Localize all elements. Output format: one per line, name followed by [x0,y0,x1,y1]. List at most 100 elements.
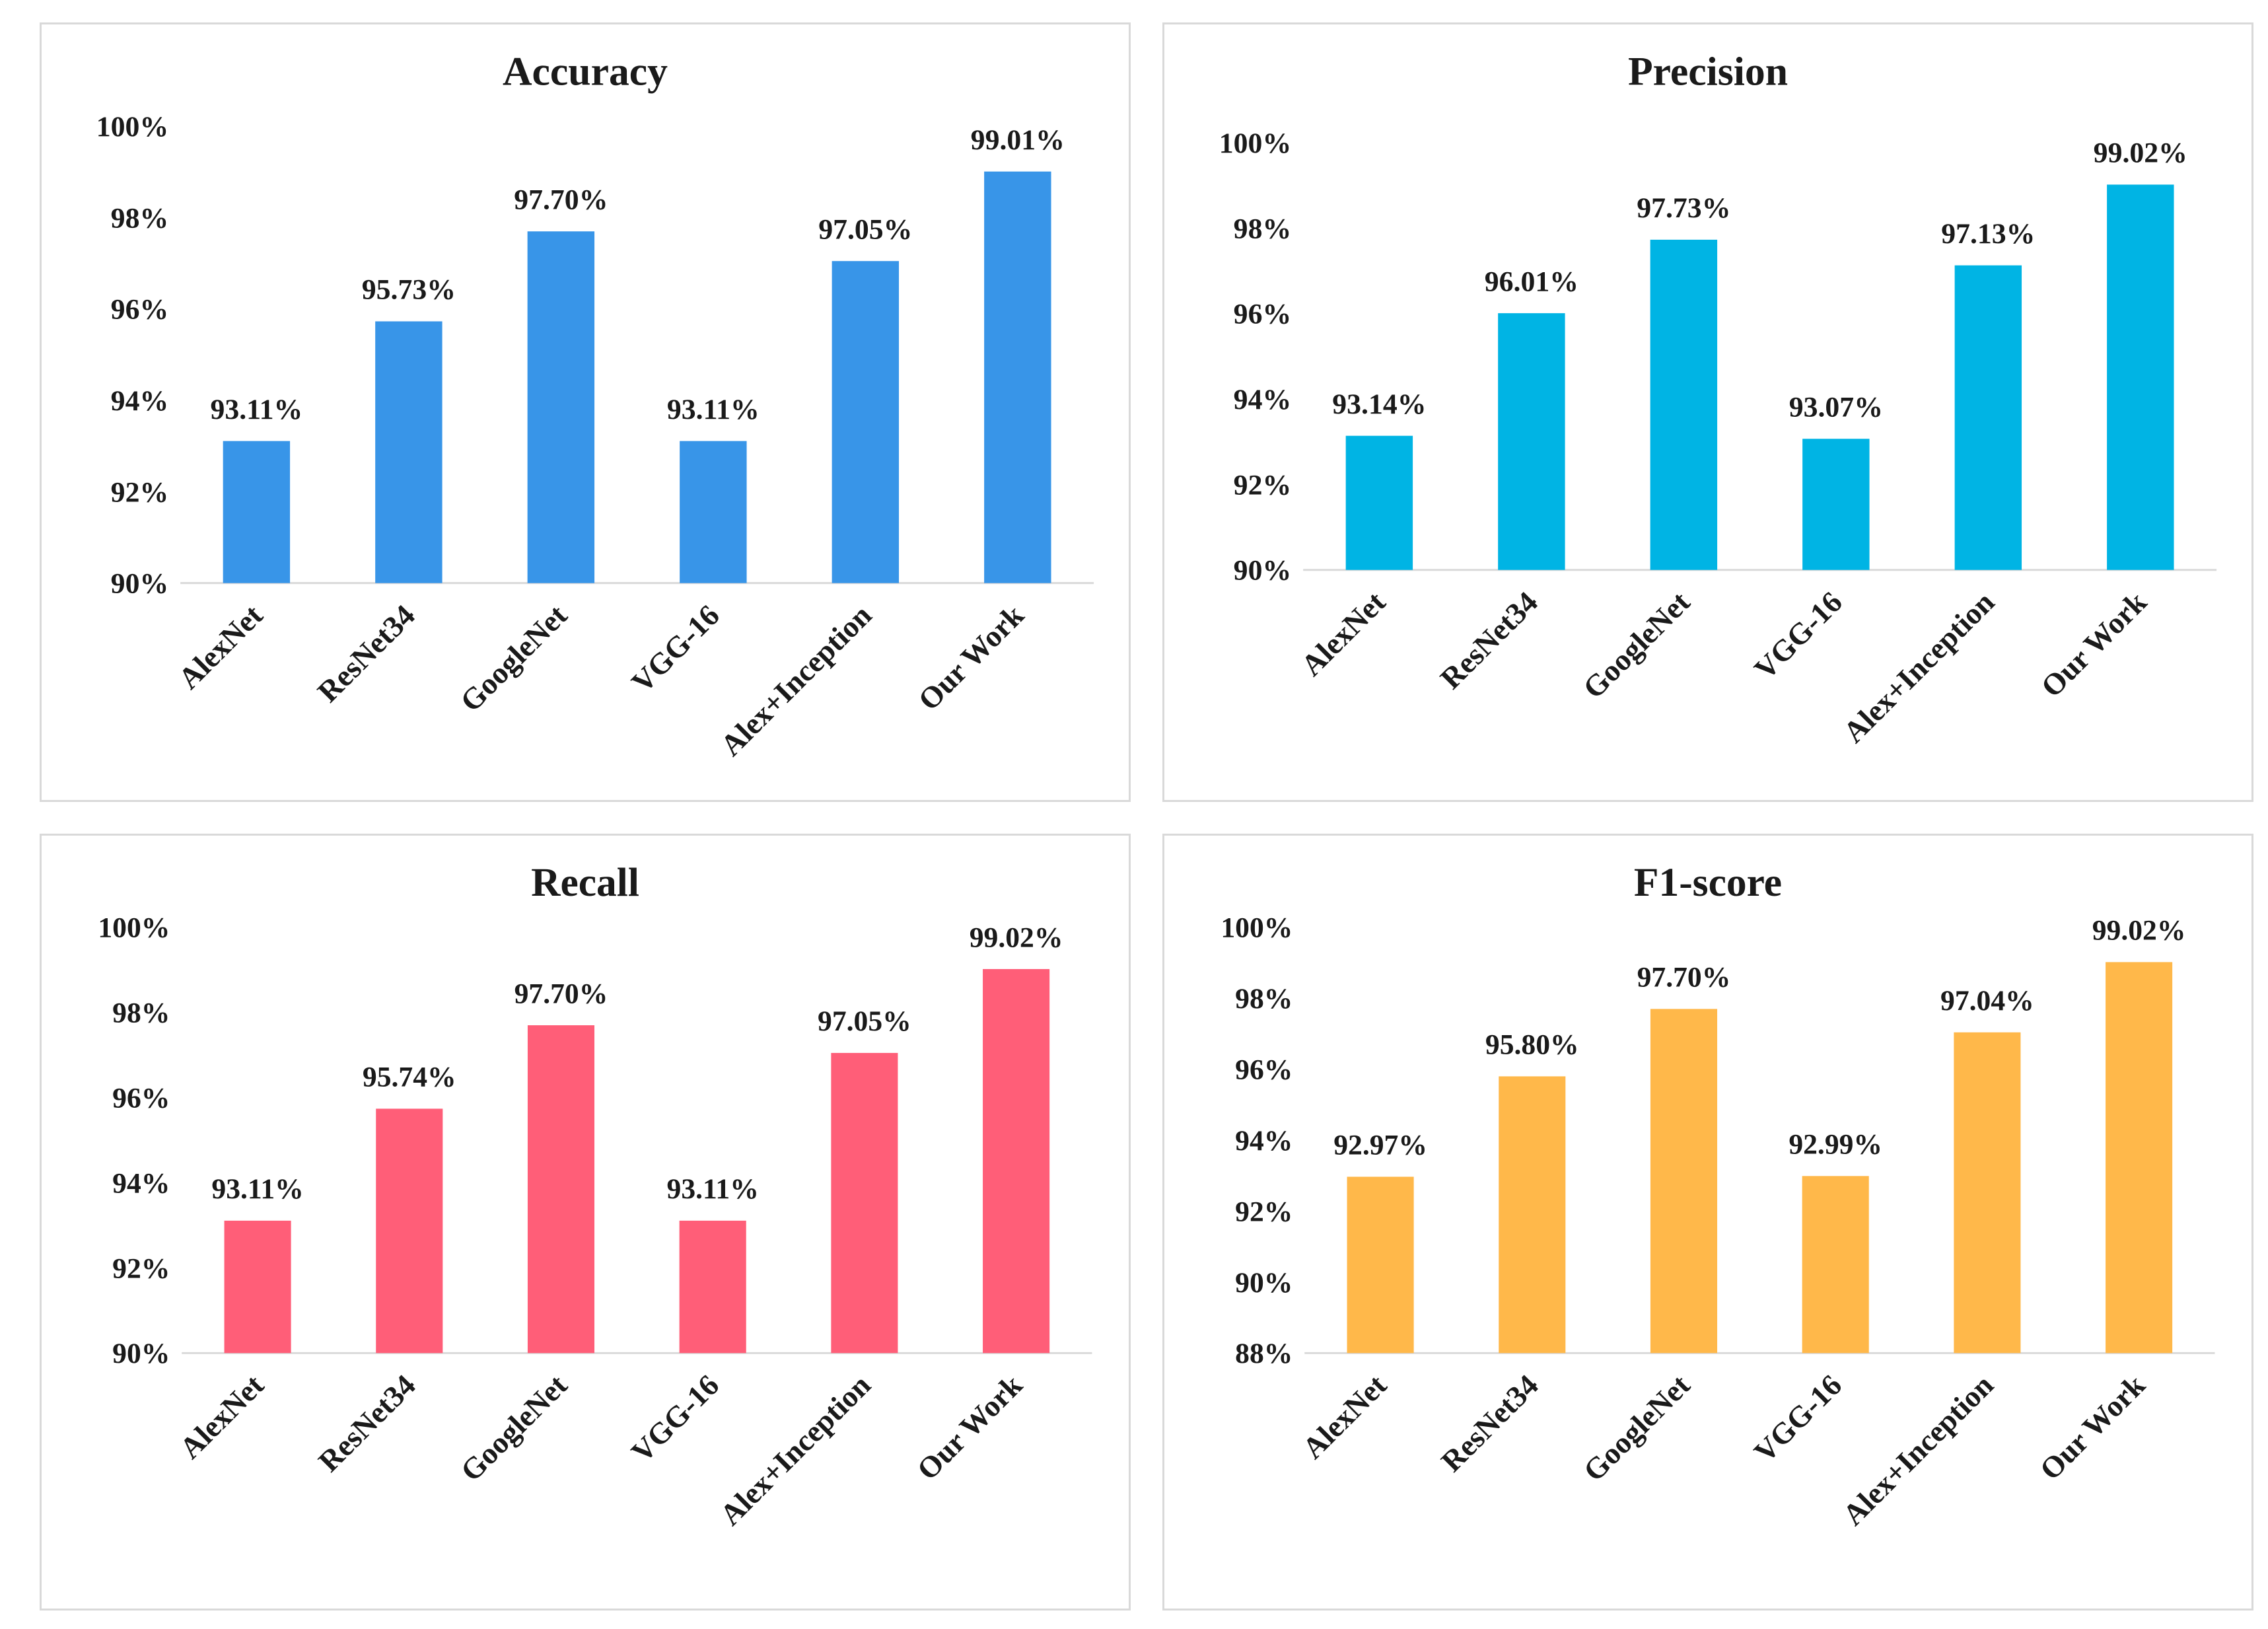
data-label: 95.80% [1485,1029,1579,1061]
data-label: 92.99% [1789,1129,1882,1161]
y-tick-label: 96% [1235,1054,1293,1086]
y-tick-label: 98% [1234,213,1292,244]
bar-alexnet [223,441,291,583]
data-label: 96.01% [1485,266,1578,297]
bar-resnet34 [1499,1076,1566,1354]
data-label: 92.97% [1333,1130,1427,1161]
data-label: 97.05% [818,213,912,245]
data-label: 97.70% [1637,962,1731,994]
x-tick-label: ResNet34 [312,1368,422,1478]
data-label: 97.04% [1940,985,2034,1017]
x-tick-label: Alex+Inception [1837,585,2001,750]
bar-alex-inception [832,261,900,583]
data-label: 97.70% [514,184,608,215]
data-label: 97.70% [514,978,608,1009]
precision-chart-title: Precision [1628,50,1788,94]
bar-resnet34 [376,1108,443,1354]
y-tick-label: 96% [1234,299,1292,330]
data-label: 97.05% [818,1005,911,1037]
x-tick-label: Alex+Inception [713,1368,877,1532]
y-tick-label: 96% [111,294,169,326]
y-tick-label: 92% [1234,469,1292,501]
y-tick-label: 90% [1235,1267,1293,1299]
bar-googlenet [527,231,595,583]
f1-score-chart-title: F1-score [1634,860,1782,905]
y-tick-label: 100% [98,912,170,944]
x-tick-label: Our Work [910,1367,1029,1486]
data-label: 93.14% [1332,388,1426,420]
data-label: 97.73% [1637,192,1730,224]
bar-vgg-16 [679,1220,746,1354]
data-label: 99.01% [971,124,1065,156]
chart-svg: Accuracy 90% 92% 94% 96% 98% 100% 93.11% AlexNet… [96,50,1094,762]
data-label: 93.11% [211,1173,303,1205]
x-tick-label: AlexNet [173,1368,270,1465]
x-tick-label: VGG-16 [1748,1368,1849,1469]
y-tick-label: 100% [96,111,168,143]
bar-googlenet [1650,1009,1718,1354]
bar-vgg-16 [1802,439,1870,570]
bar-alexnet [1345,435,1413,570]
bar-our-work [2107,184,2174,570]
f1-score-chart-panel: F1-score 88% 90% 92% 94% 96% 98% 100% 92.97% Alex… [1162,834,2253,1611]
x-tick-label: AlexNet [1296,1368,1393,1465]
x-tick-label: AlexNet [172,598,269,696]
data-label: 93.11% [667,1173,759,1205]
y-tick-label: 90% [1234,555,1292,587]
x-tick-label: GoogleNet [454,598,574,718]
data-label: 93.11% [210,394,302,425]
bar-alexnet [1347,1176,1414,1354]
recall-chart-title: Recall [531,860,639,905]
y-tick-label: 92% [111,476,169,508]
x-tick-label: Alex+Inception [714,598,878,762]
data-label: 99.02% [970,922,1063,953]
y-tick-label: 92% [1235,1196,1293,1227]
accuracy-chart-title: Accuracy [503,50,668,94]
y-tick-label: 92% [112,1252,170,1284]
x-tick-label: VGG-16 [1748,585,1849,686]
recall-chart-panel: Recall 90% 92% 94% 96% 98% 100% 93.11% AlexNet 95… [40,834,1131,1611]
y-tick-label: 98% [112,997,170,1029]
bar-resnet34 [1498,313,1565,570]
x-tick-label: Our Work [911,598,1030,717]
bar-vgg-16 [680,441,747,583]
y-tick-label: 96% [112,1082,170,1114]
bar-googlenet [1650,239,1718,570]
y-tick-label: 100% [1219,127,1291,159]
bar-vgg-16 [1802,1176,1869,1354]
x-tick-label: ResNet34 [1434,585,1544,695]
chart-svg: Precision 90% 92% 94% 96% 98% 100% 93.14% AlexNe… [1219,50,2217,750]
chart-svg: F1-score 88% 90% 92% 94% 96% 98% 100% 92.97% Alex… [1221,860,2215,1532]
chart-svg: Recall 90% 92% 94% 96% 98% 100% 93.11% AlexNet 95… [98,860,1092,1532]
data-label: 99.02% [2092,915,2186,947]
x-tick-label: GoogleNet [1577,585,1697,705]
bar-alex-inception [1954,265,2022,570]
data-label: 97.13% [1941,218,2035,250]
data-label: 95.74% [363,1062,456,1093]
y-tick-label: 90% [111,568,169,600]
bar-our-work [984,171,1051,583]
y-tick-label: 94% [1234,384,1292,416]
y-tick-label: 94% [111,385,169,417]
y-tick-label: 90% [112,1338,170,1369]
data-label: 99.02% [2094,137,2187,169]
bar-our-work [2106,962,2173,1354]
x-tick-label: GoogleNet [1577,1368,1696,1488]
y-tick-label: 100% [1221,912,1293,944]
y-tick-label: 98% [1235,983,1293,1015]
bar-resnet34 [375,321,443,583]
data-label: 93.07% [1789,391,1883,423]
x-tick-label: VGG-16 [625,1368,726,1469]
data-label: 95.73% [362,274,456,306]
x-tick-label: ResNet34 [311,598,421,708]
bar-alexnet [224,1220,291,1354]
bar-our-work [983,968,1050,1354]
x-tick-label: Our Work [2033,1367,2152,1486]
x-tick-label: VGG-16 [625,598,726,699]
accuracy-chart-panel: Accuracy 90% 92% 94% 96% 98% 100% 93.11% AlexNet… [40,22,1131,802]
x-tick-label: AlexNet [1294,585,1392,682]
bar-googlenet [527,1025,595,1354]
x-tick-label: ResNet34 [1435,1368,1545,1478]
y-tick-label: 98% [111,202,169,234]
y-tick-label: 94% [112,1167,170,1199]
